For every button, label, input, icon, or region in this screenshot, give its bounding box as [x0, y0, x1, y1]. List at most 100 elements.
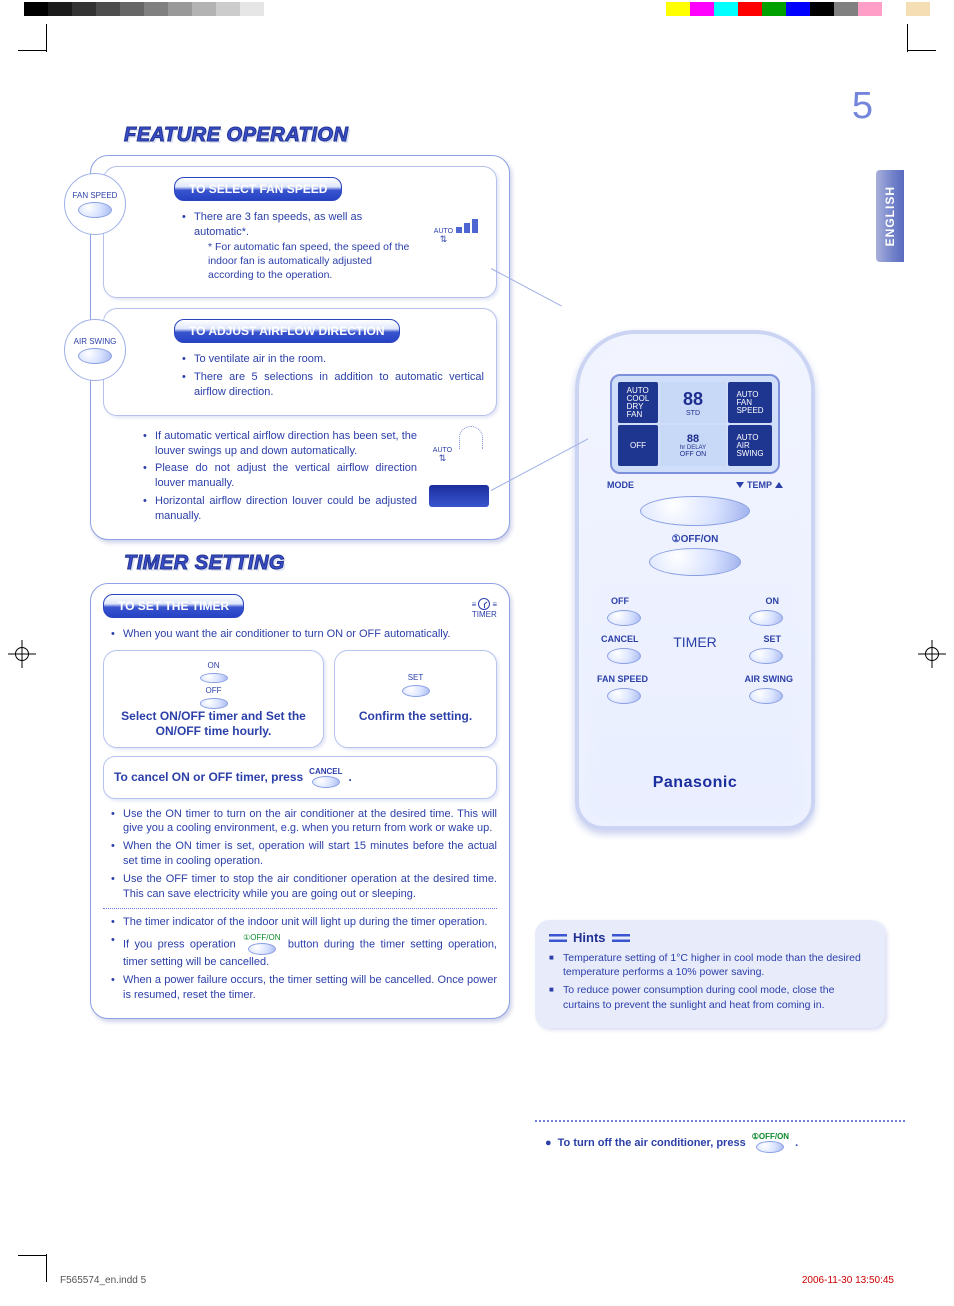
crop-mark: [46, 1254, 47, 1282]
oval-icon: [78, 348, 112, 364]
airflow-block: AIR SWING TO ADJUST AIRFLOW DIRECTION To…: [103, 308, 497, 416]
section-title-feature: FEATURE OPERATION: [124, 124, 510, 147]
timer-n3: Use the OFF timer to stop the air condit…: [111, 872, 497, 902]
timer-label: TIMER: [673, 634, 717, 650]
set-label: SET: [408, 673, 424, 682]
auto-icon: AUTO ⇅: [434, 228, 453, 242]
page-number: 5: [852, 85, 873, 128]
fan-speed-block: FAN SPEED TO SELECT FAN SPEED There are …: [103, 166, 497, 298]
fan-speed-pill: TO SELECT FAN SPEED: [174, 177, 342, 201]
cancel-prefix: To cancel ON or OFF timer, press: [114, 770, 303, 784]
timer-pill: TO SET THE TIMER: [103, 594, 244, 618]
offon-mini-label: ①OFF/ON: [243, 933, 280, 944]
page-content: ENGLISH FEATURE OPERATION FAN SPEED TO S…: [60, 60, 894, 1226]
offon-label: ①OFF/ON: [672, 534, 719, 545]
n5-prefix: If you press operation: [123, 938, 236, 950]
step2-caption: Confirm the setting.: [343, 709, 488, 724]
on-button: [749, 610, 783, 626]
airflow-b5: Horizontal airflow direction louver coul…: [143, 494, 417, 524]
timer-step-1: ON OFF Select ON/OFF timer and Set the O…: [103, 650, 324, 748]
fan-speed-text: There are 3 fan speeds, as well as autom…: [182, 210, 416, 282]
fan-speed-icon-label: FAN SPEED: [73, 191, 118, 200]
oval-icon: [402, 685, 430, 697]
remote-illustration: AUTO COOL DRY FAN 88 STD AUTO FAN SPEED …: [575, 330, 815, 830]
print-color-bar: [666, 2, 930, 16]
section-title-timer: TIMER SETTING: [124, 552, 510, 575]
clock-icon: ≡≡ TIMER: [472, 598, 497, 619]
screen-off-pill: OFF: [618, 425, 658, 466]
hint-1: Temperature setting of 1°C higher in coo…: [549, 951, 871, 979]
registration-mark: [918, 640, 946, 668]
screen-fanspeed: AUTO FAN SPEED: [728, 382, 772, 423]
air-swing-icon-label: AIR SWING: [74, 337, 117, 346]
cancel-line: To cancel ON or OFF timer, press CANCEL …: [103, 756, 497, 799]
hints-box: Hints Temperature setting of 1°C higher …: [535, 920, 885, 1028]
temp-label: TEMP: [747, 480, 772, 490]
airflow-b3: If automatic vertical airflow direction …: [143, 429, 417, 459]
timer-n2: When the ON timer is set, operation will…: [111, 839, 497, 869]
fan-bars-icon: [456, 219, 478, 233]
screen-airswing: AUTO AIR SWING: [728, 425, 772, 466]
cancel-label: CANCEL: [601, 634, 639, 644]
oval-icon: [78, 202, 112, 218]
turnoff-prefix: To turn off the air conditioner, press: [558, 1137, 746, 1149]
print-footer: F565574_en.indd 5: [60, 1275, 146, 1286]
fan-speed-icons: AUTO ⇅: [428, 207, 484, 285]
hints-title: Hints: [573, 930, 606, 945]
timer-n4: The timer indicator of the indoor unit w…: [111, 915, 497, 930]
airswing-label: AIR SWING: [745, 674, 794, 684]
dotted-divider: [103, 908, 497, 909]
set-label: SET: [763, 634, 781, 644]
timer-card: TO SET THE TIMER ≡≡ TIMER When you want …: [90, 583, 510, 1019]
oval-icon: [756, 1141, 784, 1153]
timer-n1: Use the ON timer to turn on the air cond…: [111, 807, 497, 837]
bars-icon: [612, 934, 630, 942]
oval-icon: [248, 943, 276, 955]
cancel-suffix: .: [349, 770, 352, 784]
step1-caption: Select ON/OFF timer and Set the ON/OFF t…: [112, 709, 315, 739]
louver-icon: [427, 485, 491, 510]
dotted-divider: [535, 1120, 905, 1122]
off-label: OFF: [206, 686, 222, 695]
footer-timestamp: 2006-11-30 13:50:45: [802, 1275, 894, 1286]
set-button: [749, 648, 783, 664]
fan-speed-button-icon: FAN SPEED: [64, 173, 126, 235]
feature-card: FAN SPEED TO SELECT FAN SPEED There are …: [90, 155, 510, 540]
timer-steps: ON OFF Select ON/OFF timer and Set the O…: [103, 650, 497, 748]
bars-icon: [549, 934, 567, 942]
brand-label: Panasonic: [653, 774, 738, 792]
oval-icon: [200, 698, 228, 709]
auto-icon: AUTO ⇅: [433, 447, 452, 461]
crop-mark: [908, 50, 936, 51]
timer-step-2: SET Confirm the setting.: [334, 650, 497, 748]
crop-mark: [18, 50, 46, 51]
airflow-b1: To ventilate air in the room.: [182, 352, 484, 367]
crop-mark: [18, 1255, 46, 1256]
fanspeed-button: [607, 688, 641, 704]
language-label: ENGLISH: [883, 186, 897, 246]
on-label: ON: [208, 661, 220, 670]
airflow-pill: TO ADJUST AIRFLOW DIRECTION: [174, 319, 400, 343]
turnoff-line: ● To turn off the air conditioner, press…: [545, 1132, 798, 1153]
turnoff-suffix: .: [795, 1137, 798, 1149]
fan-speed-b1: There are 3 fan speeds, as well as autom…: [194, 211, 362, 238]
remote-screen: AUTO COOL DRY FAN 88 STD AUTO FAN SPEED …: [610, 374, 780, 474]
remote-mode-temp-row: MODE TEMP: [607, 480, 783, 490]
timer-n5: If you press operation ①OFF/ON button du…: [111, 933, 497, 971]
mode-temp-button: [640, 496, 750, 526]
fan-speed-sub: * For automatic fan speed, the speed of …: [194, 240, 416, 283]
airflow-b2: There are 5 selections in addition to au…: [182, 370, 484, 400]
oval-icon: [312, 776, 340, 788]
airflow-extra: If automatic vertical airflow direction …: [103, 426, 497, 527]
off-label: OFF: [611, 596, 629, 606]
crop-mark: [907, 24, 908, 52]
cancel-btn-label: CANCEL: [309, 767, 342, 776]
registration-mark: [8, 640, 36, 668]
print-grey-bar: [24, 2, 264, 16]
fanspeed-label: FAN SPEED: [597, 674, 648, 684]
language-tab: ENGLISH: [876, 170, 904, 262]
left-column: FEATURE OPERATION FAN SPEED TO SELECT FA…: [90, 120, 510, 1031]
screen-mid2: 88 hr DELAY OFF ON: [660, 425, 726, 466]
timer-intro: When you want the air conditioner to tur…: [111, 627, 497, 642]
hint-2: To reduce power consumption during cool …: [549, 983, 871, 1011]
